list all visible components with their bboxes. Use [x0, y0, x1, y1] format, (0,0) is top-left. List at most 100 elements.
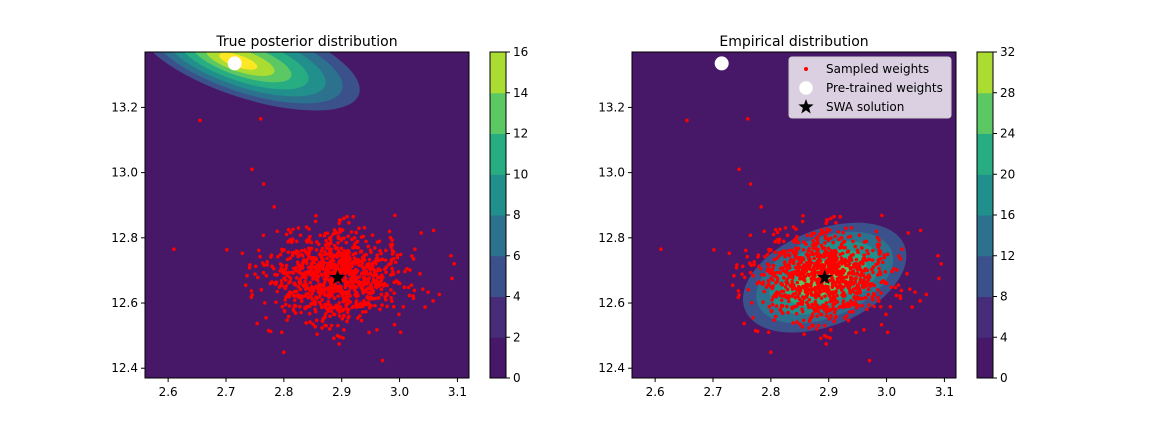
sampled-weight-point: [814, 327, 819, 331]
sampled-weight-point: [865, 279, 870, 284]
sampled-weight-point: [775, 292, 779, 297]
sampled-weight-point: [326, 241, 330, 246]
sampled-weight-point: [326, 268, 330, 273]
sampled-weight-point: [874, 262, 878, 267]
sampled-weight-point: [791, 283, 796, 288]
sampled-weight-point: [795, 288, 800, 293]
sampled-weight-point: [388, 273, 393, 277]
sampled-weight-point: [819, 290, 823, 294]
sampled-weight-point: [287, 280, 291, 285]
sampled-weight-point: [314, 318, 319, 323]
sampled-weight-point: [860, 281, 865, 286]
sampled-weight-point: [852, 295, 856, 300]
sampled-weight-point: [287, 304, 292, 308]
sampled-weight-point: [832, 214, 836, 219]
colorbar-segment: [490, 337, 506, 379]
sampled-weight-point: [832, 261, 837, 266]
sampled-weight-point: [337, 314, 342, 318]
sampled-weight-point: [335, 246, 340, 250]
sampled-weight-point: [786, 296, 791, 300]
colorbar-tick-label: 12: [1000, 249, 1015, 263]
sampled-weight-point: [825, 218, 830, 223]
sampled-weight-point: [337, 301, 342, 305]
sampled-weight-point: [855, 283, 860, 287]
sampled-weight-point: [325, 256, 329, 261]
sampled-weight-point: [862, 269, 866, 273]
sampled-weight-point: [368, 271, 373, 276]
sampled-weight-point: [371, 290, 376, 294]
sampled-weight-point: [354, 290, 359, 295]
colorbar-segment: [977, 255, 993, 297]
colorbar-tick-label: 4: [1000, 330, 1008, 344]
sampled-weight-point: [910, 305, 914, 309]
sampled-weight-point: [898, 296, 903, 301]
sampled-weight-point: [882, 255, 887, 260]
swa-solution-marker: [330, 269, 346, 285]
sampled-weight-point: [749, 263, 754, 268]
sampled-weight-point: [342, 248, 346, 253]
sampled-weight-point: [281, 350, 286, 355]
x-tick-label: 3.0: [390, 385, 409, 399]
sampled-weight-point: [785, 287, 790, 292]
sampled-weight-point: [844, 259, 849, 263]
sampled-weight-point: [812, 261, 817, 266]
sampled-weight-point: [253, 272, 257, 276]
sampled-weight-point: [755, 329, 760, 334]
sampled-weight-point: [291, 307, 296, 311]
sampled-weight-point: [816, 323, 821, 328]
sampled-weight-point: [849, 225, 854, 230]
sampled-weight-point: [879, 322, 884, 327]
sampled-weight-point: [351, 214, 355, 219]
sampled-weight-point: [875, 242, 880, 247]
sampled-weight-point: [815, 281, 820, 285]
sampled-weight-point: [794, 251, 798, 255]
colorbar-1: 0 2 4 6 8 10 12 14 16: [489, 45, 528, 385]
sampled-weight-point: [867, 273, 871, 278]
sampled-weight-point: [785, 281, 789, 286]
sampled-weight-point: [323, 267, 327, 272]
sampled-weight-point: [815, 247, 819, 252]
sampled-weight-point: [411, 257, 416, 261]
sampled-weight-point: [285, 257, 290, 262]
sampled-weight-point: [804, 294, 809, 299]
sampled-weight-point: [845, 301, 850, 306]
sampled-weight-point: [392, 322, 397, 327]
sampled-weight-point: [800, 302, 805, 306]
sampled-weight-point: [846, 318, 851, 323]
sampled-weight-point: [311, 322, 315, 327]
sampled-weight-point: [396, 270, 401, 274]
sampled-weight-point: [333, 231, 337, 235]
sampled-weight-point: [835, 293, 839, 298]
sampled-weight-point: [288, 256, 293, 260]
sampled-weight-point: [272, 205, 276, 209]
sampled-weight-point: [812, 231, 817, 235]
sampled-weight-point: [823, 323, 827, 328]
sampled-weight-point: [712, 248, 716, 252]
sampled-weight-point: [769, 285, 774, 290]
sampled-weight-point: [880, 260, 885, 265]
sampled-weight-point: [860, 246, 864, 250]
pretrained-weights-marker: [227, 56, 242, 71]
sampled-weight-point: [273, 272, 277, 277]
sampled-weight-point: [410, 254, 414, 258]
sampled-weight-point: [344, 283, 348, 288]
sampled-weight-point: [802, 271, 806, 275]
sampled-weight-point: [398, 330, 403, 335]
colorbar-tick-label: 16: [1000, 208, 1015, 222]
sampled-weight-point: [843, 293, 847, 298]
sampled-weight-point: [772, 318, 776, 322]
sampled-weight-point: [894, 293, 899, 298]
sampled-weight-point: [797, 262, 801, 267]
sampled-weight-point: [851, 252, 855, 257]
sampled-weight-point: [846, 285, 851, 290]
sampled-weight-point: [298, 304, 302, 309]
sampled-weight-point: [787, 252, 791, 257]
sampled-weight-point: [332, 228, 337, 232]
sampled-weight-point: [831, 270, 836, 275]
sampled-weight-point: [352, 236, 357, 240]
sampled-weight-point: [310, 297, 315, 301]
colorbar-segment: [977, 174, 993, 216]
sampled-weight-point: [355, 245, 359, 250]
sampled-weight-point: [344, 240, 349, 245]
sampled-weight-point: [838, 245, 843, 250]
